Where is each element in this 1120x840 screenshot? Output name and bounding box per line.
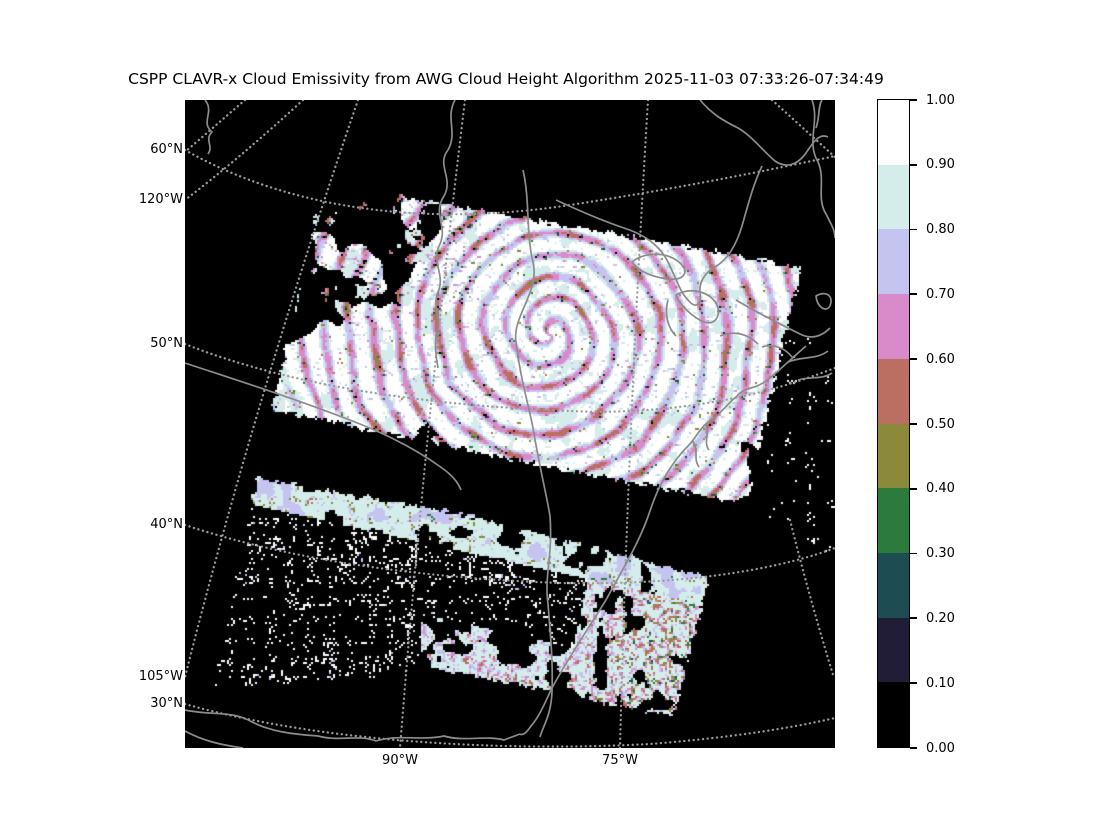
colorbar-tick-mark [910,293,917,296]
lat-lon-left-label: 120°W [138,192,183,207]
colorbar-segment [878,294,909,359]
colorbar-tick-mark [910,747,917,749]
graticule-lines [185,100,835,748]
colorbar-tick-label: 0.70 [926,286,955,302]
colorbar-tick-mark [910,163,917,166]
lat-lon-left-label: 105°W [138,669,183,684]
colorbar-tick-label: 0.30 [926,546,955,562]
coastline [185,730,244,748]
colorbar-tick-mark [910,552,917,555]
graticule-line [185,100,305,202]
colorbar-segment [878,682,909,748]
colorbar [877,99,910,748]
colorbar-tick-label: 0.10 [926,675,955,691]
coastline [811,100,835,239]
coastline [665,299,677,337]
colorbar-tick-mark [910,617,917,620]
lat-lon-left-label: 60°N [150,142,183,157]
colorbar-tick-mark [910,682,917,684]
coastline-graticule-overlay [185,100,835,748]
graticule-line [185,148,835,216]
satellite-swath-heatmap [185,100,835,748]
coastline [692,423,710,468]
graticule-line [185,100,247,154]
lat-lon-left-label: 50°N [150,336,183,351]
coastline [719,332,793,358]
colorbar-tick-label: 0.00 [926,740,955,756]
graticule-line [788,518,835,680]
graticule-line [185,100,360,679]
colorbar-segment [878,358,909,424]
coastline [555,165,763,306]
lat-lon-left-label: 40°N [150,517,183,532]
colorbar-tick-label: 0.40 [926,481,955,497]
coastline [514,169,554,738]
coastlines [185,100,835,748]
colorbar-segment [878,488,909,553]
coastline [204,100,213,155]
colorbar-tick-label: 0.60 [926,351,955,367]
graticule-line [618,100,650,748]
colorbar-tick-mark [910,358,917,360]
graticule-line [185,523,835,585]
lat-lon-left-label: 30°N [150,696,183,711]
coastline [699,100,829,166]
coastline [675,290,720,324]
colorbar-tick-label: 0.90 [926,157,955,173]
coastline [185,362,462,491]
coastline [631,253,686,281]
coastline [735,299,831,338]
graticule-line [185,702,835,748]
coastline [787,292,833,381]
colorbar-tick-mark [910,487,917,490]
colorbar-tick-label: 0.20 [926,610,955,626]
colorbar-segment [878,229,909,295]
coastline [434,100,456,369]
graticule-line [770,100,835,159]
map-axes [185,100,835,748]
colorbar-tick-label: 0.80 [926,222,955,238]
colorbar-segment [878,100,909,165]
coastline [519,345,807,736]
coastline [185,709,521,742]
plot-title: CSPP CLAVR-x Cloud Emissivity from AWG C… [128,70,884,88]
graticule-line [398,100,467,748]
colorbar-segment [878,552,909,618]
colorbar-tick-mark [910,228,917,231]
colorbar-tick-label: 1.00 [926,92,955,108]
graticule-line [185,342,835,414]
colorbar-tick-label: 0.50 [926,416,955,432]
colorbar-tick-mark [910,423,917,425]
lon-bottom-label: 75°W [602,753,638,768]
colorbar-segment [878,164,909,230]
colorbar-tick-mark [910,99,917,101]
lon-bottom-label: 90°W [382,753,418,768]
colorbar-segment [878,617,909,683]
colorbar-segment [878,423,909,489]
